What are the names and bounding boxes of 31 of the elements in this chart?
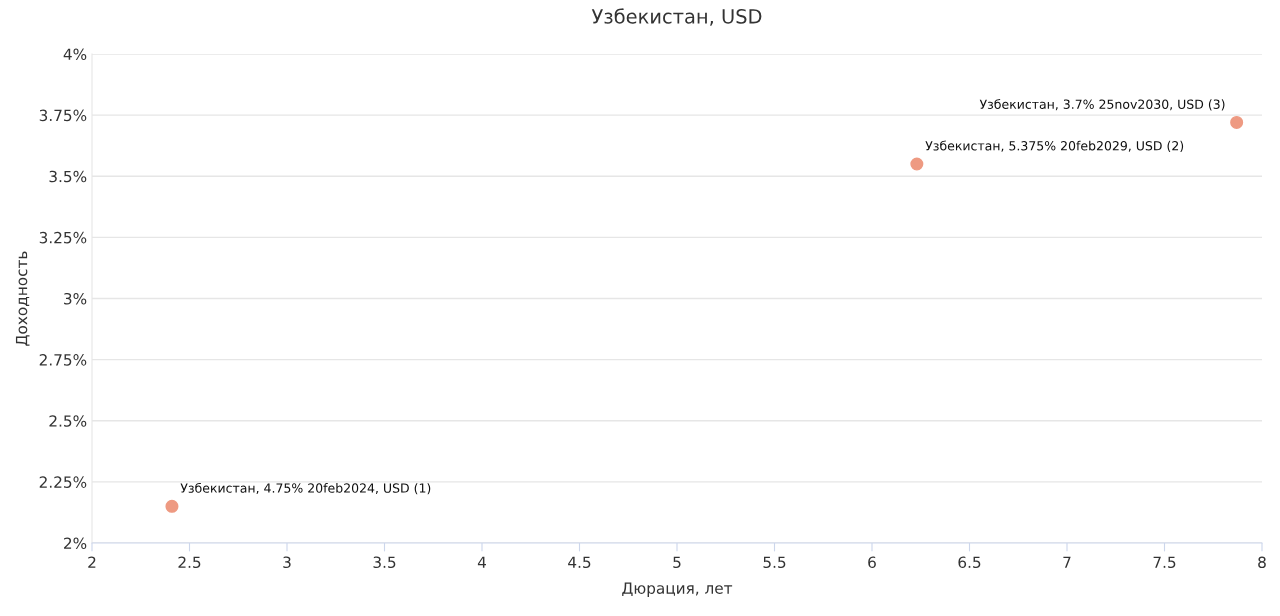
x-tick-label: 3 (283, 556, 291, 569)
x-tick-label: 3.5 (373, 556, 396, 569)
x-axis-title: Дюрация, лет (622, 582, 733, 597)
x-tick-label: 2 (88, 556, 96, 568)
y-tick-label: 3.75% (39, 109, 87, 122)
annotation: Узбекистан, 5.375% 20feb2029, USD (2) (925, 140, 1184, 152)
x-tick-label: 8 (1258, 556, 1266, 569)
point (1230, 115, 1244, 129)
annotation: Узбекистан, 4.75% 20feb2024, USD (1) (180, 482, 431, 495)
y-tick-label: 4% (63, 48, 87, 61)
point (910, 157, 924, 171)
y-tick-label: 2.75% (39, 354, 87, 366)
x-tick-label: 2.5 (178, 556, 201, 569)
x-tick-label: 6.5 (958, 556, 981, 569)
y-tick-label: 3.25% (39, 231, 87, 244)
x-tick-label: 6 (868, 556, 876, 569)
x-tick-label: 4.5 (568, 556, 591, 569)
x-tick-label: 4 (477, 556, 486, 568)
x-tick-label: 7 (1063, 556, 1071, 568)
y-tick-label: 3.5% (49, 170, 87, 183)
x-tick-label: 7.5 (1153, 556, 1176, 569)
y-tick-label: 2.25% (39, 476, 87, 488)
x-tick-label: 5 (673, 556, 681, 569)
x-tick-label: 5.5 (763, 556, 786, 569)
annotation: Узбекистан, 3.7% 25nov2030, USD (3) (979, 99, 1225, 111)
y-tick-label: 3% (64, 292, 87, 305)
point (165, 499, 179, 513)
chart-title: Узбекистан, USD (591, 8, 762, 26)
y-axis-title: Доходность (15, 251, 30, 346)
y-tick-label: 2% (64, 537, 87, 550)
y-tick-label: 2.5% (49, 415, 87, 427)
